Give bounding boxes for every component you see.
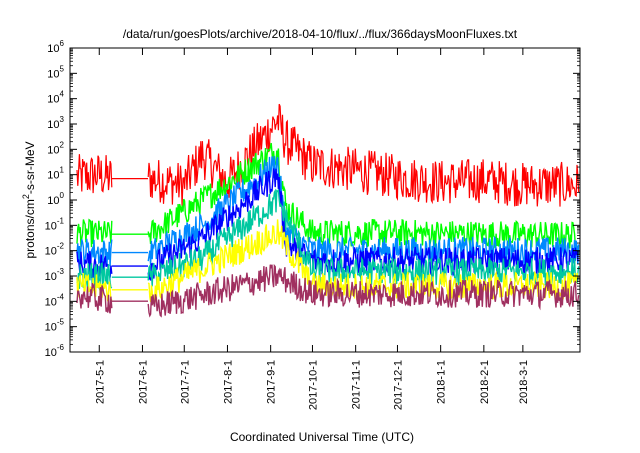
y-tick-label: 10-2 [45, 242, 65, 258]
y-tick-label: 10-1 [45, 216, 65, 232]
y-axis-label: protons/cm2-s-sr-MeV [21, 141, 37, 258]
series-line-0 [76, 103, 580, 207]
series-line-1 [76, 142, 580, 249]
x-tick-label: 2018-1-1 [436, 360, 448, 404]
y-tick-label: 10-3 [45, 267, 65, 283]
series-line-3 [76, 168, 580, 281]
x-tick-label: 2017-12-1 [393, 360, 405, 410]
x-axis-label: Coordinated Universal Time (UTC) [230, 430, 414, 444]
x-tick-label: 2018-3-1 [518, 360, 530, 404]
x-tick-label: 2017-7-1 [179, 360, 191, 404]
y-tick-label: 104 [47, 90, 64, 106]
series-line-6 [76, 263, 580, 318]
x-tick-label: 2017-5-1 [94, 360, 106, 404]
x-tick-label: 2017-10-1 [308, 360, 320, 410]
x-tick-label: 2018-2-1 [479, 360, 491, 404]
y-tick-label: 10-5 [45, 318, 65, 334]
axes-layer: 10-6 10-5 10-4 10-3 10-2 10-1 100 101 102 103 104 1… [45, 39, 581, 410]
x-tick-label: 2017-8-1 [223, 360, 235, 404]
series-layer [76, 103, 580, 318]
x-tick-label: 2017-6-1 [138, 360, 150, 404]
y-tick-label: 10-6 [45, 343, 65, 359]
x-tick-label: 2017-9-1 [266, 360, 278, 404]
y-tick-label: 10-4 [45, 292, 65, 308]
x-tick-label: 2017-11-1 [351, 360, 363, 409]
y-tick-label: 102 [47, 140, 64, 156]
y-tick-label: 106 [47, 39, 64, 55]
chart-title: /data/run/goesPlots/archive/2018-04-10/f… [123, 27, 518, 41]
y-tick-label: 105 [47, 64, 64, 80]
y-tick-label: 100 [47, 191, 64, 207]
y-tick-label: 103 [47, 115, 64, 131]
y-tick-label: 101 [47, 166, 64, 182]
